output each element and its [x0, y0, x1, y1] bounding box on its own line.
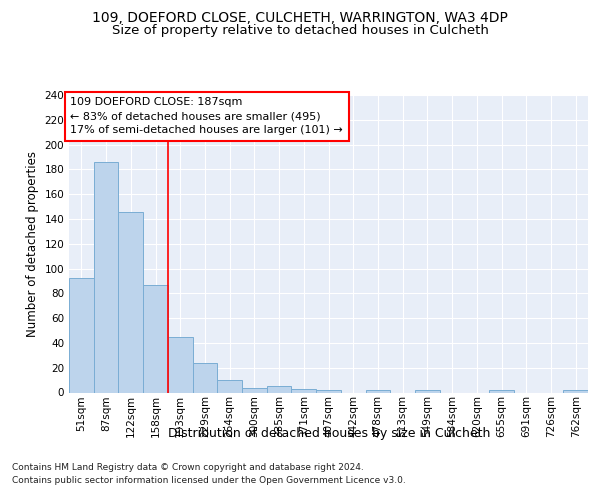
Bar [489, 390, 514, 392]
Text: 109, DOEFORD CLOSE, CULCHETH, WARRINGTON, WA3 4DP: 109, DOEFORD CLOSE, CULCHETH, WARRINGTON… [92, 11, 508, 25]
Bar [118, 212, 143, 392]
Bar [563, 390, 588, 392]
Text: Distribution of detached houses by size in Culcheth: Distribution of detached houses by size … [167, 428, 490, 440]
Bar [242, 388, 267, 392]
Bar [365, 390, 390, 392]
Bar [316, 390, 341, 392]
Text: Contains public sector information licensed under the Open Government Licence v3: Contains public sector information licen… [12, 476, 406, 485]
Bar [267, 386, 292, 392]
Text: 109 DOEFORD CLOSE: 187sqm
← 83% of detached houses are smaller (495)
17% of semi: 109 DOEFORD CLOSE: 187sqm ← 83% of detac… [70, 98, 343, 136]
Y-axis label: Number of detached properties: Number of detached properties [26, 151, 39, 337]
Bar [168, 336, 193, 392]
Bar [292, 389, 316, 392]
Bar [217, 380, 242, 392]
Bar [143, 284, 168, 393]
Text: Contains HM Land Registry data © Crown copyright and database right 2024.: Contains HM Land Registry data © Crown c… [12, 462, 364, 471]
Bar [94, 162, 118, 392]
Bar [69, 278, 94, 392]
Text: Size of property relative to detached houses in Culcheth: Size of property relative to detached ho… [112, 24, 488, 37]
Bar [193, 363, 217, 392]
Bar [415, 390, 440, 392]
